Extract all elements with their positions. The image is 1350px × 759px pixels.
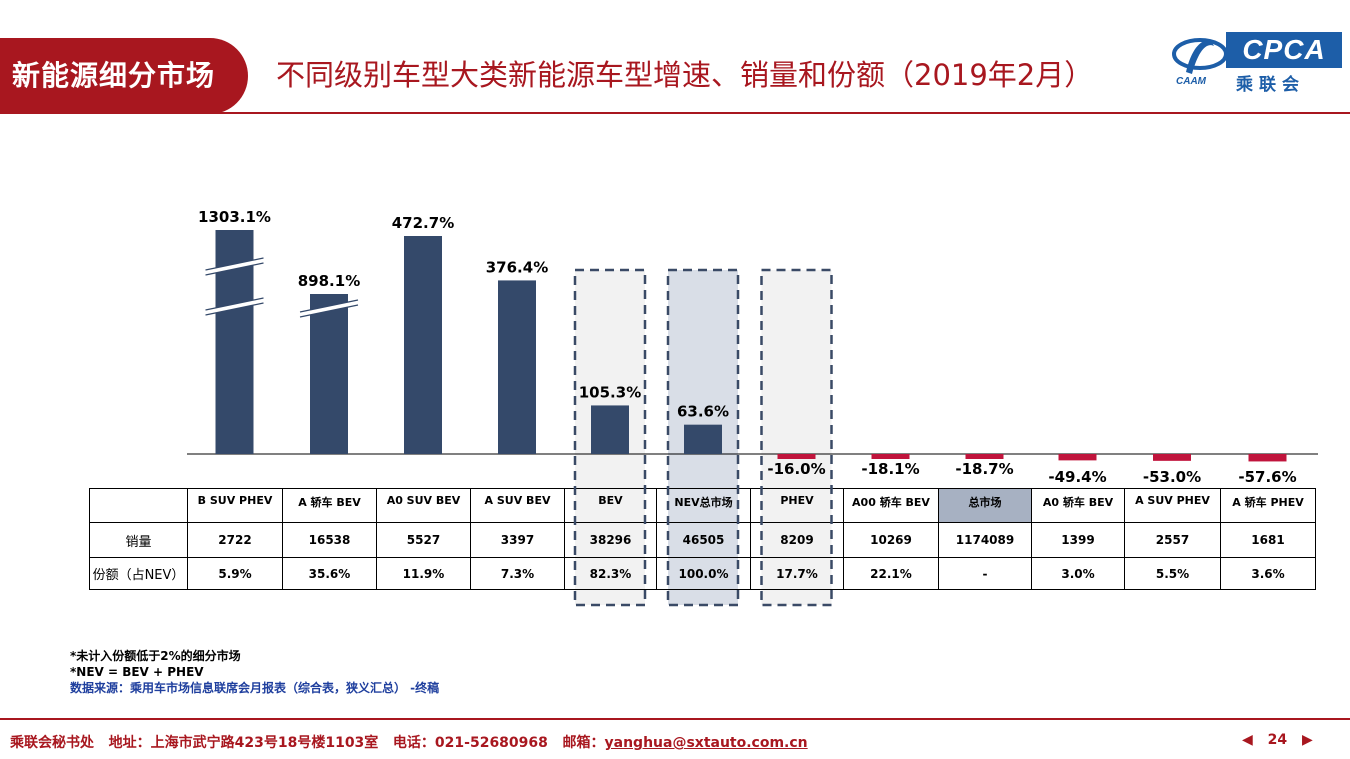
bar — [310, 294, 348, 454]
axis-break-line — [205, 297, 264, 311]
axis-break-line — [205, 302, 264, 316]
footer-divider — [0, 718, 1350, 720]
axis-break-mark — [300, 300, 358, 317]
caam-logo-text: CAAM — [1176, 76, 1206, 87]
sales-row: 销量 2722 16538 5527 3397 38296 46505 8209… — [89, 522, 1316, 558]
axis-break-line — [205, 257, 264, 271]
data-label: 898.1% — [298, 272, 360, 290]
share-cell: 35.6% — [282, 557, 377, 590]
bar — [498, 280, 536, 454]
cpca-logo-subtext: 乘联会 — [1236, 75, 1305, 95]
section-badge: 新能源细分市场 — [0, 38, 248, 114]
data-label: -57.6% — [1238, 468, 1296, 486]
sales-cell: 2722 — [187, 522, 283, 558]
bar — [871, 454, 910, 459]
share-cell: 22.1% — [843, 557, 939, 590]
data-label: 105.3% — [579, 383, 641, 401]
sales-cell: 8209 — [750, 522, 844, 558]
table-header-cell: NEV总市场 — [656, 488, 751, 523]
footer-contact: 乘联会秘书处 地址：上海市武宁路423号18号楼1103室 电话：021-526… — [10, 732, 808, 752]
bar — [777, 454, 816, 459]
share-cell: 82.3% — [564, 557, 657, 590]
page-title: 不同级别车型大类新能源车型增速、销量和份额（2019年2月） — [276, 58, 1094, 92]
table-header-cell: A0 轿车 BEV — [1031, 488, 1125, 523]
bar — [1058, 454, 1097, 461]
share-cell: 17.7% — [750, 557, 844, 590]
sales-cell: 46505 — [656, 522, 751, 558]
footer-email-label: 邮箱： — [562, 735, 605, 751]
table-header-cell: A0 SUV BEV — [376, 488, 471, 523]
data-label: 376.4% — [486, 258, 548, 276]
bar — [591, 405, 629, 454]
table-header-cell: A SUV BEV — [470, 488, 565, 523]
share-cell: 5.5% — [1124, 557, 1221, 590]
table-header-cell-total: 总市场 — [938, 488, 1032, 523]
share-row-label: 份额（占NEV） — [89, 557, 188, 590]
data-label: -16.0% — [767, 460, 825, 478]
table-header-cell: A 轿车 PHEV — [1220, 488, 1316, 523]
axis-break-line — [299, 299, 359, 313]
axis-break-line — [205, 262, 264, 276]
sales-cell: 3397 — [470, 522, 565, 558]
prev-page-icon[interactable]: ◀ — [1242, 732, 1253, 748]
next-page-icon[interactable]: ▶ — [1302, 732, 1313, 748]
sales-row-label: 销量 — [89, 522, 188, 558]
data-label: -49.4% — [1048, 468, 1106, 486]
cpca-logo: CAAM CPCA 乘联会 — [1170, 32, 1342, 95]
data-table: B SUV PHEV A 轿车 BEV A0 SUV BEV A SUV BEV… — [89, 488, 1316, 590]
footer-email-link[interactable]: yanghua@sxtauto.com.cn — [604, 735, 808, 751]
notes: *未计入份额低于2%的细分市场 *NEV = BEV + PHEV 数据来源：乘… — [70, 648, 439, 696]
sales-cell: 1174089 — [938, 522, 1032, 558]
footer-phone: 电话：021-52680968 — [392, 735, 548, 751]
table-header-cell: B SUV PHEV — [187, 488, 283, 523]
data-label: -18.7% — [955, 460, 1013, 478]
cpca-logo-text: CPCA — [1226, 32, 1342, 68]
axis-break-line — [299, 304, 359, 318]
share-cell: 100.0% — [656, 557, 751, 590]
share-cell: - — [938, 557, 1032, 590]
note-share-threshold: *未计入份额低于2%的细分市场 — [70, 649, 241, 663]
table-header-row: B SUV PHEV A 轿车 BEV A0 SUV BEV A SUV BEV… — [89, 488, 1316, 523]
table-header-cell: A 轿车 BEV — [282, 488, 377, 523]
table-header-cell: BEV — [564, 488, 657, 523]
sales-cell: 10269 — [843, 522, 939, 558]
data-label: 472.7% — [392, 214, 454, 232]
table-corner-cell — [89, 488, 188, 523]
page-number: 24 — [1267, 732, 1288, 748]
sales-cell: 1681 — [1220, 522, 1316, 558]
bar — [1248, 454, 1287, 462]
sales-cell: 2557 — [1124, 522, 1221, 558]
data-label: 1303.1% — [198, 208, 271, 226]
share-cell: 3.0% — [1031, 557, 1125, 590]
bar — [404, 236, 442, 454]
header-divider — [0, 112, 1350, 114]
footer-org: 乘联会秘书处 — [10, 735, 94, 751]
footer-address: 地址：上海市武宁路423号18号楼1103室 — [108, 735, 379, 751]
sales-cell: 16538 — [282, 522, 377, 558]
axis-break-mark — [205, 298, 264, 315]
note-nev-definition: *NEV = BEV + PHEV — [70, 665, 204, 679]
share-cell: 11.9% — [376, 557, 471, 590]
sales-cell: 1399 — [1031, 522, 1125, 558]
bar — [965, 454, 1004, 459]
pager: ◀ 24 ▶ — [1242, 732, 1313, 748]
bar — [684, 424, 722, 454]
note-data-source: 数据来源：乘用车市场信息联席会月报表（综合表，狭义汇总） -终稿 — [70, 681, 440, 695]
table-header-cell: A00 轿车 BEV — [843, 488, 939, 523]
share-row: 份额（占NEV） 5.9% 35.6% 11.9% 7.3% 82.3% 100… — [89, 557, 1316, 590]
data-label: -53.0% — [1143, 468, 1201, 486]
share-cell: 7.3% — [470, 557, 565, 590]
bar — [215, 230, 254, 454]
sales-cell: 38296 — [564, 522, 657, 558]
table-header-cell: PHEV — [750, 488, 844, 523]
share-cell: 3.6% — [1220, 557, 1316, 590]
axis-break-mark — [205, 258, 264, 275]
data-label: -18.1% — [861, 460, 919, 478]
sales-cell: 5527 — [376, 522, 471, 558]
data-label: 63.6% — [677, 403, 729, 421]
bar — [1153, 454, 1191, 461]
share-cell: 5.9% — [187, 557, 283, 590]
table-header-cell: A SUV PHEV — [1124, 488, 1221, 523]
